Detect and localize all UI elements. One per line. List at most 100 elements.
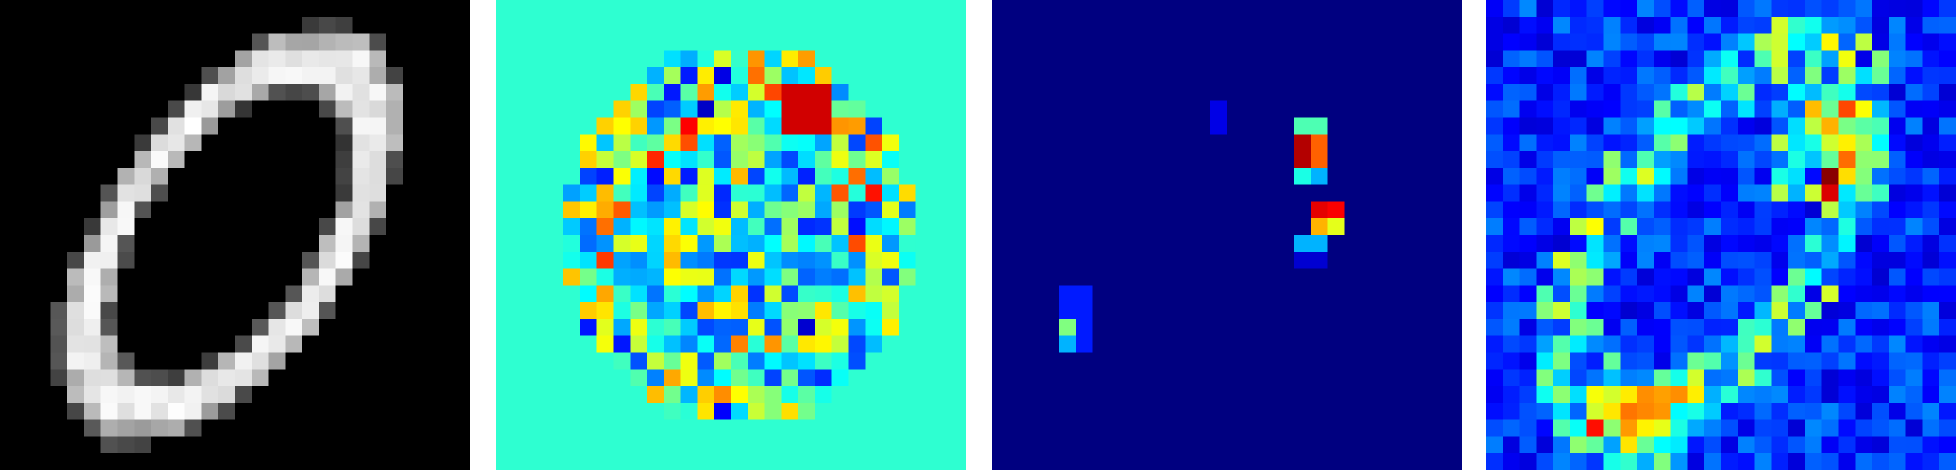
heatmap-cell: [1788, 134, 1806, 152]
heatmap-cell: [0, 386, 18, 404]
heatmap-cell: [1210, 151, 1228, 169]
heatmap-cell: [1586, 302, 1604, 320]
heatmap-cell: [1294, 0, 1312, 18]
heatmap-cell: [1922, 352, 1940, 370]
heatmap-cell: [1411, 453, 1429, 470]
heatmap-cell: [402, 335, 420, 353]
heatmap-cell: [1486, 167, 1504, 185]
heatmap-cell: [596, 33, 614, 51]
heatmap-cell: [496, 151, 514, 169]
heatmap-cell: [1075, 352, 1094, 370]
heatmap-cell: [680, 218, 698, 236]
heatmap-cell: [1059, 436, 1077, 454]
heatmap-cell: [1243, 335, 1261, 353]
heatmap-cell: [1075, 335, 1094, 353]
heatmap-cell: [1704, 16, 1722, 34]
heatmap-cell: [369, 167, 387, 185]
heatmap-cell: [268, 218, 286, 236]
heatmap-cell: [1620, 218, 1638, 236]
heatmap-cell: [167, 50, 185, 68]
heatmap-cell: [1243, 436, 1261, 454]
heatmap-cell: [117, 151, 135, 169]
heatmap-cell: [117, 436, 135, 454]
heatmap-cell: [814, 453, 833, 470]
heatmap-cell: [1872, 0, 1890, 18]
heatmap-cell: [1855, 83, 1873, 102]
heatmap-cell: [647, 16, 665, 34]
heatmap-cell: [1310, 134, 1329, 152]
heatmap-cell: [1502, 16, 1520, 34]
heatmap-cell: [67, 285, 85, 303]
heatmap-cell: [67, 151, 85, 169]
heatmap-cell: [1411, 184, 1429, 202]
heatmap-cell: [798, 50, 816, 68]
heatmap-cell: [1378, 402, 1396, 420]
heatmap-cell: [663, 50, 681, 68]
heatmap-cell: [747, 67, 765, 85]
heatmap-cell: [453, 100, 470, 118]
heatmap-cell: [0, 218, 18, 236]
heatmap-cell: [1428, 285, 1446, 303]
heatmap-cell: [67, 318, 85, 337]
heatmap-cell: [865, 268, 883, 286]
heatmap-cell: [1361, 218, 1379, 236]
heatmap-cell: [1536, 402, 1554, 420]
heatmap-cell: [1721, 436, 1739, 454]
heatmap-cell: [50, 67, 68, 85]
heatmap-cell: [83, 16, 102, 34]
heatmap-cell: [882, 218, 900, 236]
heatmap-cell: [546, 285, 564, 303]
heatmap-cell: [1737, 402, 1755, 420]
heatmap-cell: [1888, 67, 1906, 85]
heatmap-cell: [436, 251, 454, 269]
heatmap-cell: [33, 151, 51, 169]
heatmap-cell: [1721, 50, 1739, 68]
heatmap-cell: [436, 201, 454, 219]
heatmap-cell: [1159, 285, 1177, 303]
heatmap-cell: [1445, 251, 1462, 269]
heatmap-cell: [831, 16, 849, 34]
heatmap-cell: [563, 369, 581, 387]
heatmap-cell: [33, 50, 51, 68]
heatmap-cell: [1042, 16, 1060, 34]
heatmap-cell: [16, 67, 34, 85]
heatmap-cell: [798, 117, 816, 135]
heatmap-cell: [1227, 0, 1245, 18]
heatmap-cell: [1586, 386, 1604, 404]
heatmap-cell: [798, 386, 816, 404]
heatmap-cell: [302, 302, 320, 320]
heatmap-cell: [1008, 402, 1026, 420]
heatmap-cell: [1569, 335, 1588, 353]
heatmap-cell: [302, 218, 320, 236]
heatmap-cell: [831, 83, 849, 102]
heatmap-cell: [814, 268, 833, 286]
heatmap-cell: [1788, 386, 1806, 404]
heatmap-cell: [1059, 117, 1077, 135]
heatmap-cell: [1788, 167, 1806, 185]
heatmap-cell: [1620, 419, 1638, 437]
heatmap-cell: [1536, 33, 1554, 51]
heatmap-cell: [1025, 268, 1043, 286]
heatmap-cell: [1344, 100, 1362, 118]
heatmap-cell: [1143, 67, 1161, 85]
heatmap-cell: [496, 369, 514, 387]
heatmap-cell: [1428, 335, 1446, 353]
heatmap-cell: [1905, 33, 1923, 51]
heatmap-cell: [680, 184, 698, 202]
heatmap-cell: [1159, 167, 1177, 185]
heatmap-cell: [100, 0, 118, 18]
heatmap-cell: [1804, 33, 1823, 51]
heatmap-cell: [714, 436, 732, 454]
heatmap-cell: [512, 201, 530, 219]
heatmap-cell: [1939, 201, 1956, 219]
heatmap-cell: [1569, 235, 1588, 253]
heatmap-cell: [1310, 117, 1329, 135]
heatmap-cell: [1025, 167, 1043, 185]
heatmap-cell: [1569, 151, 1588, 169]
heatmap-cell: [680, 33, 698, 51]
heatmap-cell: [1670, 50, 1688, 68]
heatmap-cell: [831, 302, 849, 320]
heatmap-cell: [402, 50, 420, 68]
heatmap-cell: [496, 419, 514, 437]
heatmap-cell: [915, 251, 933, 269]
